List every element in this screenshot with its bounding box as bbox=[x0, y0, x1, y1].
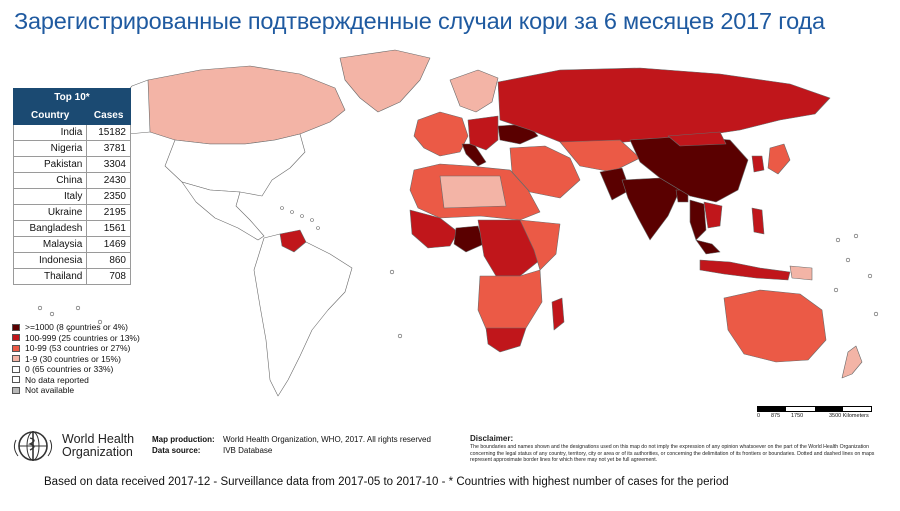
south-america bbox=[254, 234, 352, 396]
legend-swatch bbox=[12, 376, 20, 383]
country-cell: Thailand bbox=[14, 269, 87, 285]
cases-cell: 2350 bbox=[87, 189, 131, 205]
legend-label: Not available bbox=[25, 385, 74, 395]
col-country: Country bbox=[14, 107, 87, 125]
legend-label: 0 (65 countries or 33%) bbox=[25, 364, 113, 374]
col-cases: Cases bbox=[87, 107, 131, 125]
cases-cell: 708 bbox=[87, 269, 131, 285]
disclaimer: Disclaimer: The boundaries and names sho… bbox=[470, 434, 880, 464]
table-row: Malaysia 1469 bbox=[14, 237, 131, 253]
russia bbox=[498, 68, 830, 144]
data-source-label: Data source: bbox=[152, 445, 223, 456]
cases-cell: 1561 bbox=[87, 221, 131, 237]
table-row: Ukraine 2195 bbox=[14, 205, 131, 221]
country-cell: India bbox=[14, 125, 87, 141]
scale-bar-graphic bbox=[757, 406, 872, 412]
south-africa bbox=[486, 328, 526, 352]
who-logo: World Health Organization bbox=[10, 428, 134, 464]
europe-west bbox=[414, 112, 468, 156]
footer-note: Based on data received 2017-12 - Surveil… bbox=[44, 476, 729, 488]
legend-label: 100-999 (25 countries or 13%) bbox=[25, 333, 140, 343]
data-source-value: IVB Database bbox=[223, 446, 272, 455]
map-production-info: Map production: World Health Organization… bbox=[152, 434, 431, 456]
country-cell: Indonesia bbox=[14, 253, 87, 269]
legend-item: 10-99 (53 countries or 27%) bbox=[12, 343, 140, 354]
table-row: Italy 2350 bbox=[14, 189, 131, 205]
who-emblem-icon bbox=[10, 428, 56, 464]
country-cell: Bangladesh bbox=[14, 221, 87, 237]
country-cell: Malaysia bbox=[14, 237, 87, 253]
japan bbox=[768, 144, 790, 174]
map-legend: >=1000 (8 countries or 4%) 100-999 (25 c… bbox=[12, 322, 140, 396]
scale-tick: 3500 Kilometers bbox=[829, 413, 869, 419]
new-zealand bbox=[842, 346, 862, 378]
disclaimer-heading: Disclaimer: bbox=[470, 434, 880, 444]
map-production-label: Map production: bbox=[152, 434, 223, 445]
legend-swatch bbox=[12, 345, 20, 352]
cases-cell: 2430 bbox=[87, 173, 131, 189]
papua bbox=[790, 266, 812, 280]
scale-tick: 1750 bbox=[791, 413, 803, 419]
legend-item: 1-9 (30 countries or 15%) bbox=[12, 354, 140, 365]
table-row: Indonesia 860 bbox=[14, 253, 131, 269]
disclaimer-text: The boundaries and names shown and the d… bbox=[470, 444, 874, 463]
table-row: Nigeria 3781 bbox=[14, 141, 131, 157]
top10-header: Top 10* bbox=[14, 89, 131, 107]
legend-swatch bbox=[12, 334, 20, 341]
legend-swatch bbox=[12, 355, 20, 362]
legend-swatch bbox=[12, 387, 20, 394]
madagascar bbox=[552, 298, 564, 330]
scale-tick: 875 bbox=[771, 413, 780, 419]
cases-cell: 860 bbox=[87, 253, 131, 269]
table-row: Bangladesh 1561 bbox=[14, 221, 131, 237]
top10-table: Top 10* Country Cases India 15182 Nigeria… bbox=[13, 88, 131, 285]
australia bbox=[724, 290, 826, 362]
scale-bar: 0 875 1750 3500 Kilometers bbox=[757, 406, 872, 421]
legend-item: Not available bbox=[12, 385, 140, 396]
legend-label: >=1000 (8 countries or 4%) bbox=[25, 322, 128, 332]
who-name-line2: Organization bbox=[62, 446, 134, 459]
country-cell: Pakistan bbox=[14, 157, 87, 173]
table-row: Pakistan 3304 bbox=[14, 157, 131, 173]
table-row: India 15182 bbox=[14, 125, 131, 141]
thailand bbox=[690, 200, 706, 240]
philippines bbox=[752, 208, 764, 234]
legend-item: 100-999 (25 countries or 13%) bbox=[12, 333, 140, 344]
greenland bbox=[340, 50, 430, 112]
table-row: Thailand 708 bbox=[14, 269, 131, 285]
india bbox=[622, 178, 680, 240]
cases-cell: 15182 bbox=[87, 125, 131, 141]
malaysia bbox=[696, 240, 720, 254]
country-cell: Nigeria bbox=[14, 141, 87, 157]
legend-label: No data reported bbox=[25, 375, 89, 385]
cases-cell: 2195 bbox=[87, 205, 131, 221]
legend-swatch bbox=[12, 366, 20, 373]
country-cell: China bbox=[14, 173, 87, 189]
cases-cell: 3304 bbox=[87, 157, 131, 173]
canada bbox=[140, 66, 345, 144]
cases-cell: 3781 bbox=[87, 141, 131, 157]
map-production-value: World Health Organization, WHO, 2017. Al… bbox=[223, 435, 431, 444]
legend-label: 10-99 (53 countries or 27%) bbox=[25, 343, 130, 353]
sahara bbox=[440, 176, 506, 208]
country-cell: Italy bbox=[14, 189, 87, 205]
map-title: Зарегистрированные подтвержденные случаи… bbox=[14, 8, 825, 35]
scandinavia bbox=[450, 70, 498, 112]
country-cell: Ukraine bbox=[14, 205, 87, 221]
legend-item: >=1000 (8 countries or 4%) bbox=[12, 322, 140, 333]
indonesia bbox=[700, 260, 790, 280]
se-asia bbox=[704, 202, 722, 228]
scale-tick: 0 bbox=[757, 413, 760, 419]
legend-label: 1-9 (30 countries or 15%) bbox=[25, 354, 121, 364]
legend-item: 0 (65 countries or 33%) bbox=[12, 364, 140, 375]
legend-item: No data reported bbox=[12, 375, 140, 386]
korea bbox=[752, 156, 764, 172]
table-row: China 2430 bbox=[14, 173, 131, 189]
eastern-europe bbox=[468, 116, 498, 150]
cases-cell: 1469 bbox=[87, 237, 131, 253]
legend-swatch bbox=[12, 324, 20, 331]
